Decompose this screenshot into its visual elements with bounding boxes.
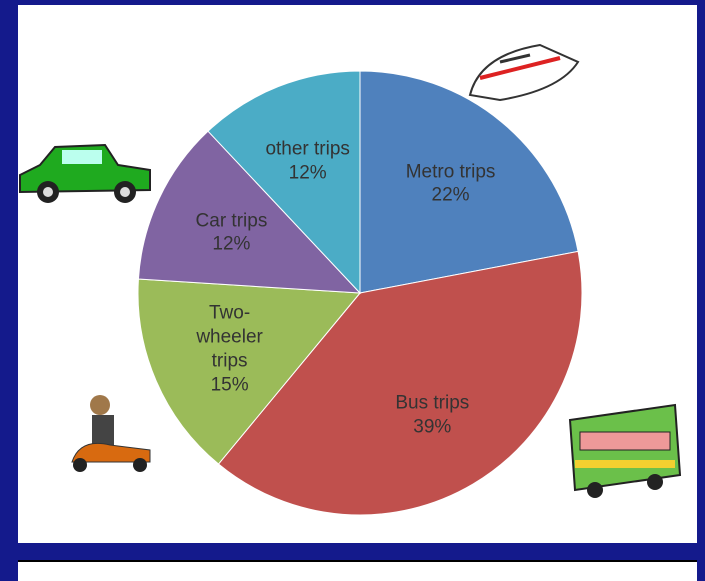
slice-label: Bus trips 39%	[377, 392, 487, 440]
value-label: 12%	[288, 161, 327, 183]
pie-slice	[207, 70, 361, 295]
footer-strip	[18, 560, 697, 581]
value-label: 22%	[431, 184, 470, 206]
value-label: 12%	[212, 233, 251, 255]
pie-slice	[359, 70, 579, 294]
value-label: 39%	[413, 416, 452, 438]
car-icon	[19, 143, 151, 203]
bus-icon	[568, 403, 682, 498]
slice-label: Two-wheeler trips 15%	[182, 302, 277, 397]
category-label: Metro trips	[405, 160, 496, 182]
pie-slice	[217, 250, 583, 516]
category-label: Two-wheeler trips	[196, 302, 263, 372]
pie-slice	[137, 278, 362, 465]
pie-slice	[137, 130, 362, 294]
slice-label: Metro trips 22%	[396, 160, 506, 208]
slice-label: other trips 12%	[260, 137, 355, 185]
train-icon	[468, 43, 580, 102]
slice-label: Car trips 12%	[184, 209, 279, 257]
value-label: 15%	[210, 374, 249, 396]
category-label: other trips	[265, 138, 350, 160]
category-label: Car trips	[195, 209, 268, 231]
category-label: Bus trips	[395, 392, 470, 414]
scooter-icon	[71, 395, 151, 472]
